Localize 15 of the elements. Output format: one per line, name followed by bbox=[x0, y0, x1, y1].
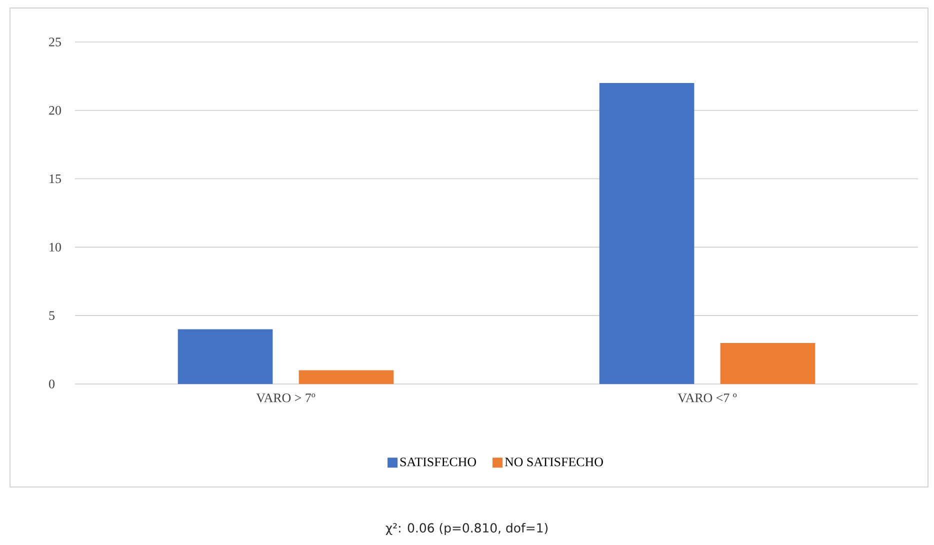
y-tick-label: 0 bbox=[49, 380, 55, 388]
legend-label: NO SATISFECHO bbox=[504, 458, 603, 466]
x-tick-label: VARO <7 º bbox=[678, 394, 737, 402]
text: χ²: 0.06 (p=0.810, dof=1) bbox=[386, 522, 548, 536]
x-tick-label: VARO > 7º bbox=[256, 394, 316, 402]
bar bbox=[720, 342, 816, 384]
y-tick-label: 10 bbox=[50, 242, 61, 252]
bar bbox=[178, 329, 273, 384]
y-tick-label: 20 bbox=[49, 106, 61, 115]
bar bbox=[599, 83, 694, 384]
legend-label: SATISFECHO bbox=[400, 458, 476, 466]
bar bbox=[298, 370, 394, 384]
y-tick-label: 25 bbox=[49, 38, 61, 46]
y-tick-label: 15 bbox=[50, 174, 61, 184]
y-tick-label: 5 bbox=[49, 311, 54, 320]
